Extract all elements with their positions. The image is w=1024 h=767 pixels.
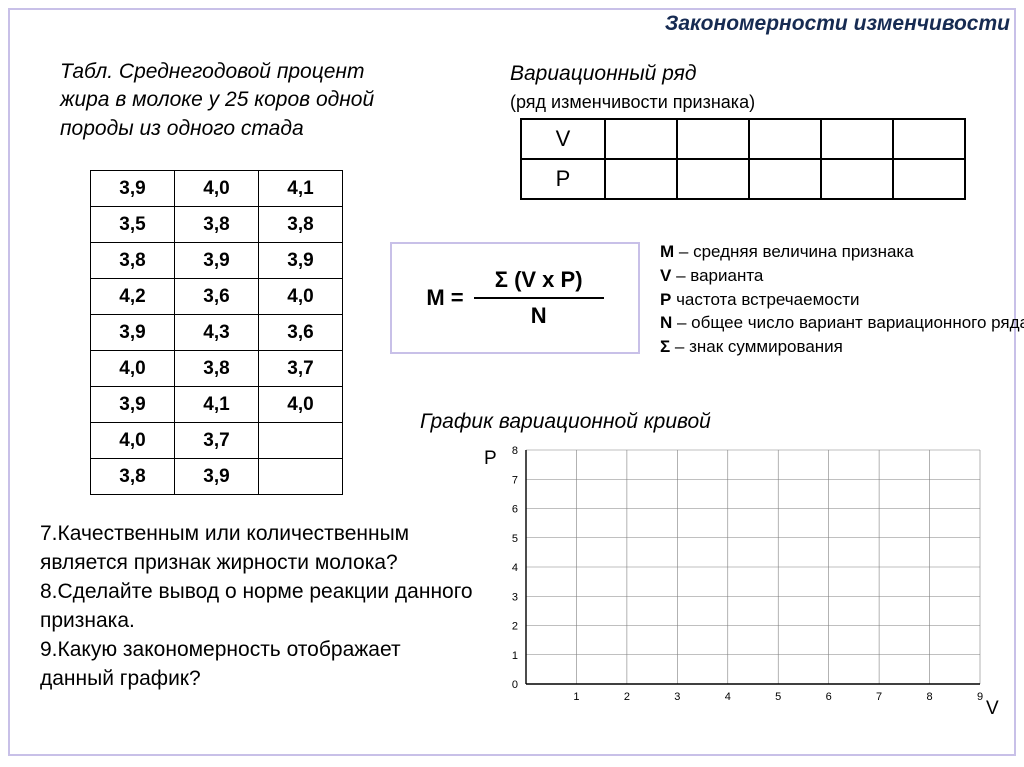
vp-cell [893,159,965,199]
svg-text:7: 7 [876,691,882,703]
variation-subtitle: (ряд изменчивости признака) [510,92,755,113]
graph-svg: 0 1 2 3 4 5 6 7 8 1 2 3 4 5 6 7 8 9 [490,442,990,712]
data-cell: 3,8 [175,207,259,243]
vp-cell [749,159,821,199]
formula-box: М = Σ (V x P) N [390,242,640,354]
vp-cell [821,119,893,159]
variation-title: Вариационный ряд [510,62,696,86]
data-cell: 4,0 [259,387,343,423]
svg-text:1: 1 [512,650,518,662]
data-cell [259,459,343,495]
graph-title: График вариационной кривой [420,410,711,434]
data-cell: 3,9 [91,315,175,351]
data-cell: 3,6 [259,315,343,351]
svg-text:6: 6 [512,504,518,516]
svg-text:7: 7 [512,474,518,486]
svg-text:9: 9 [977,691,983,703]
data-cell: 4,0 [91,423,175,459]
variation-graph: 0 1 2 3 4 5 6 7 8 1 2 3 4 5 6 7 8 9 [490,442,990,712]
vp-table: VP [520,118,966,200]
question-line: 9.Какую закономерность отображает данный… [40,636,480,694]
vp-row-label: V [521,119,605,159]
svg-text:3: 3 [512,591,518,603]
vp-row-label: P [521,159,605,199]
legend-item: V – варианта [660,264,1000,288]
question-line: 7.Качественным или количественным являет… [40,520,480,578]
vp-cell [821,159,893,199]
legend-item: M – средняя величина признака [660,240,1000,264]
data-cell: 4,3 [175,315,259,351]
data-cell: 3,8 [91,243,175,279]
data-cell: 3,6 [175,279,259,315]
data-cell: 3,9 [175,243,259,279]
svg-text:8: 8 [926,691,932,703]
data-cell: 3,9 [91,171,175,207]
data-cell: 3,9 [175,459,259,495]
formula-numerator: Σ (V x P) [495,267,583,293]
data-cell: 4,1 [175,387,259,423]
data-cell: 3,5 [91,207,175,243]
formula-fraction: Σ (V x P) N [474,267,604,329]
slide-header: Закономерности изменчивости [665,12,1010,36]
data-cell: 3,7 [259,351,343,387]
data-cell: 3,8 [259,207,343,243]
vp-cell [749,119,821,159]
svg-text:4: 4 [725,691,731,703]
svg-text:8: 8 [512,445,518,457]
legend-item: N – общее число вариант вариационного ря… [660,311,1000,335]
slide-frame: Закономерности изменчивости Табл. Средне… [8,8,1016,756]
table-caption: Табл. Среднегодовой процент жира в молок… [60,58,410,143]
svg-text:0: 0 [512,679,518,691]
svg-text:6: 6 [826,691,832,703]
data-cell: 4,0 [259,279,343,315]
data-cell [259,423,343,459]
legend-item: P частота встречаемости [660,288,1000,312]
data-cell: 3,8 [91,459,175,495]
svg-text:2: 2 [624,691,630,703]
questions-block: 7.Качественным или количественным являет… [40,520,480,694]
legend-item: Σ – знак суммирования [660,335,1000,359]
svg-text:3: 3 [674,691,680,703]
data-cell: 3,9 [91,387,175,423]
formula-denominator: N [531,303,547,329]
vp-cell [677,119,749,159]
svg-text:2: 2 [512,621,518,633]
data-cell: 4,2 [91,279,175,315]
svg-text:4: 4 [512,562,518,574]
data-cell: 4,0 [91,351,175,387]
svg-text:5: 5 [775,691,781,703]
fraction-bar [474,297,604,299]
vp-cell [605,159,677,199]
svg-text:1: 1 [573,691,579,703]
vp-cell [893,119,965,159]
data-cell: 3,8 [175,351,259,387]
formula-lhs: М = [426,285,463,311]
svg-text:5: 5 [512,533,518,545]
data-cell: 3,7 [175,423,259,459]
vp-cell [677,159,749,199]
data-cell: 3,9 [259,243,343,279]
formula-legend: M – средняя величина признакаV – вариант… [660,240,1000,359]
data-cell: 4,1 [259,171,343,207]
vp-cell [605,119,677,159]
data-table: 3,94,04,13,53,83,83,83,93,94,23,64,03,94… [90,170,343,495]
question-line: 8.Сделайте вывод о норме реакции данного… [40,578,480,636]
data-cell: 4,0 [175,171,259,207]
